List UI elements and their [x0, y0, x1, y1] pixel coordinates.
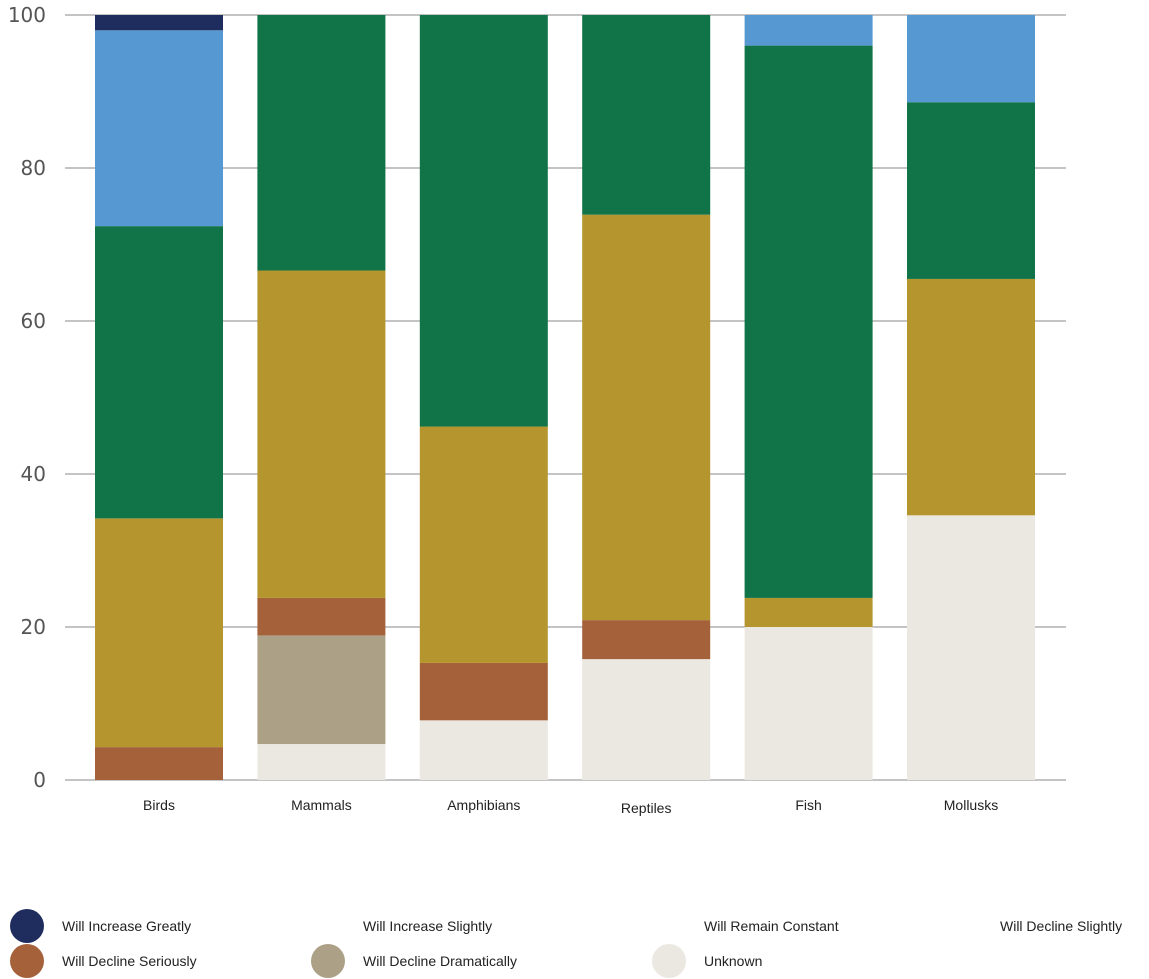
bar-segment [907, 102, 1035, 279]
bar-segment [95, 30, 223, 227]
y-tick-label: 40 [21, 462, 46, 486]
y-axis-tick-labels: 0 20 40 60 80 100 [8, 3, 46, 792]
bar-segment [419, 15, 548, 427]
bar-segment [582, 659, 711, 780]
x-category-label: Fish [795, 797, 821, 813]
bar-segment [257, 597, 386, 636]
y-tick-label: 80 [21, 156, 46, 180]
legend-swatch [652, 944, 686, 978]
legend-label: Will Decline Seriously [62, 953, 197, 969]
x-category-label: Mammals [291, 797, 352, 813]
bar-segment [582, 620, 711, 660]
y-tick-label: 20 [21, 615, 46, 639]
gridlines [65, 14, 1066, 781]
bar-segment [257, 635, 386, 745]
x-category-label: Amphibians [447, 797, 520, 813]
legend-label: Unknown [704, 953, 763, 969]
legend-item: Will Increase Slightly [311, 908, 492, 944]
bars [95, 15, 1035, 780]
stacked-bar-chart: 0 20 40 60 80 100 Birds Mammals Amphibians Repti… [8, 3, 1066, 816]
legend-label: Will Decline Slightly [1000, 918, 1123, 934]
bar-segment [257, 270, 386, 598]
bar-segment [419, 662, 548, 721]
y-tick-label: 0 [33, 768, 46, 792]
legend-label: Will Remain Constant [704, 918, 839, 934]
legend-label: Will Increase Greatly [62, 918, 192, 934]
y-tick-label: 100 [8, 3, 46, 27]
bar-segment [257, 744, 386, 780]
x-category-label: Reptiles [621, 800, 672, 816]
bar-segment [744, 597, 873, 627]
legend-swatch [311, 944, 345, 978]
legend-swatch [652, 909, 686, 943]
bar-segment [95, 518, 223, 748]
legend-swatch [311, 909, 345, 943]
bar-segment [419, 720, 548, 780]
x-axis-category-labels: Birds Mammals Amphibians Reptiles Fish Mollus… [143, 797, 998, 816]
legend-label: Will Decline Dramatically [363, 953, 518, 969]
bar-segment [907, 15, 1035, 103]
bar-segment [907, 515, 1035, 780]
legend-item: Will Decline Dramatically [311, 943, 517, 979]
bar-segment [95, 226, 223, 519]
legend-item: Will Decline Slightly [948, 908, 1122, 944]
legend: Will Increase Greatly Will Increase Slig… [0, 900, 1149, 979]
bar-segment [582, 214, 711, 621]
bar-segment [744, 15, 873, 46]
x-category-label: Birds [143, 797, 175, 813]
legend-swatch [10, 909, 44, 943]
bar-segment [95, 747, 223, 780]
legend-item: Will Decline Seriously [10, 943, 197, 979]
bar-segment [744, 45, 873, 598]
legend-swatch [10, 944, 44, 978]
legend-swatch [948, 909, 982, 943]
bar-segment [907, 278, 1035, 516]
bar-segment [744, 627, 873, 780]
x-category-label: Mollusks [944, 797, 998, 813]
legend-item: Will Remain Constant [652, 908, 839, 944]
bar-segment [257, 15, 386, 271]
legend-item: Unknown [652, 943, 762, 979]
y-tick-label: 60 [21, 309, 46, 333]
legend-label: Will Increase Slightly [363, 918, 493, 934]
bar-segment [419, 426, 548, 663]
bar-segment [95, 15, 223, 31]
legend-item: Will Increase Greatly [10, 908, 191, 944]
bar-segment [582, 15, 711, 215]
